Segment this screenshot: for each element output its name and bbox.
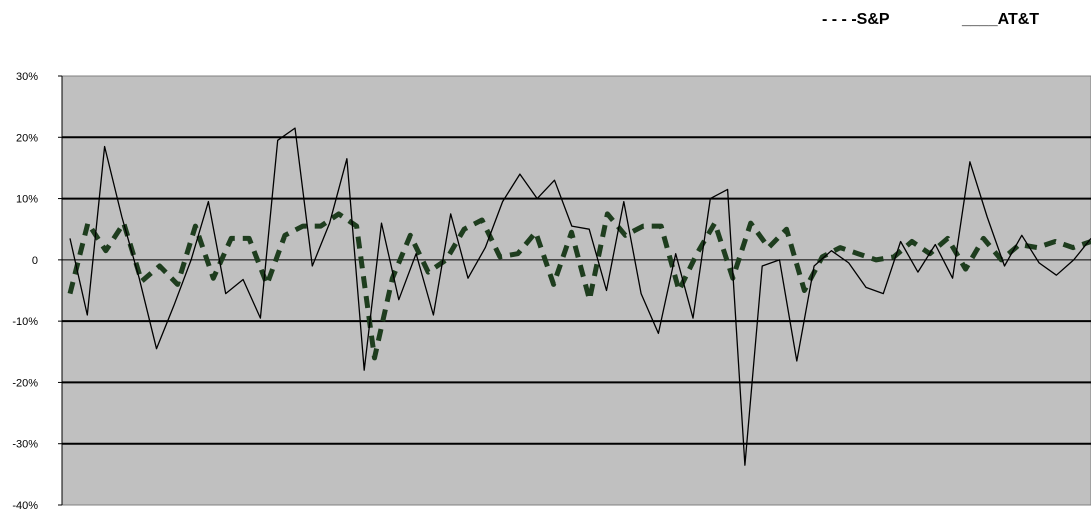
series-lines	[67, 127, 1091, 466]
y-tick-label: -30%	[12, 439, 38, 451]
series-line-att	[69, 127, 1091, 466]
plot-area	[61, 75, 1091, 506]
y-tick-label: -20%	[12, 377, 38, 389]
series-line-sp	[67, 211, 1091, 361]
legend: - - - -S&P ____AT&T	[822, 11, 1039, 28]
y-tick-label: -10%	[12, 316, 38, 328]
y-tick-label: 30%	[16, 71, 38, 83]
y-axis-tick-labels: 30% 20% 10% 0 -10% -20% -30% -40%	[12, 71, 63, 512]
y-tick-label: -40%	[12, 500, 38, 512]
y-tick-label: 10%	[16, 194, 38, 206]
legend-item-att: ____AT&T	[961, 11, 1039, 28]
legend-item-sp: - - - -S&P	[822, 11, 890, 28]
y-tick-label: 0	[32, 255, 38, 267]
y-tick-label: 20%	[16, 132, 38, 144]
gridlines	[62, 136, 1091, 445]
